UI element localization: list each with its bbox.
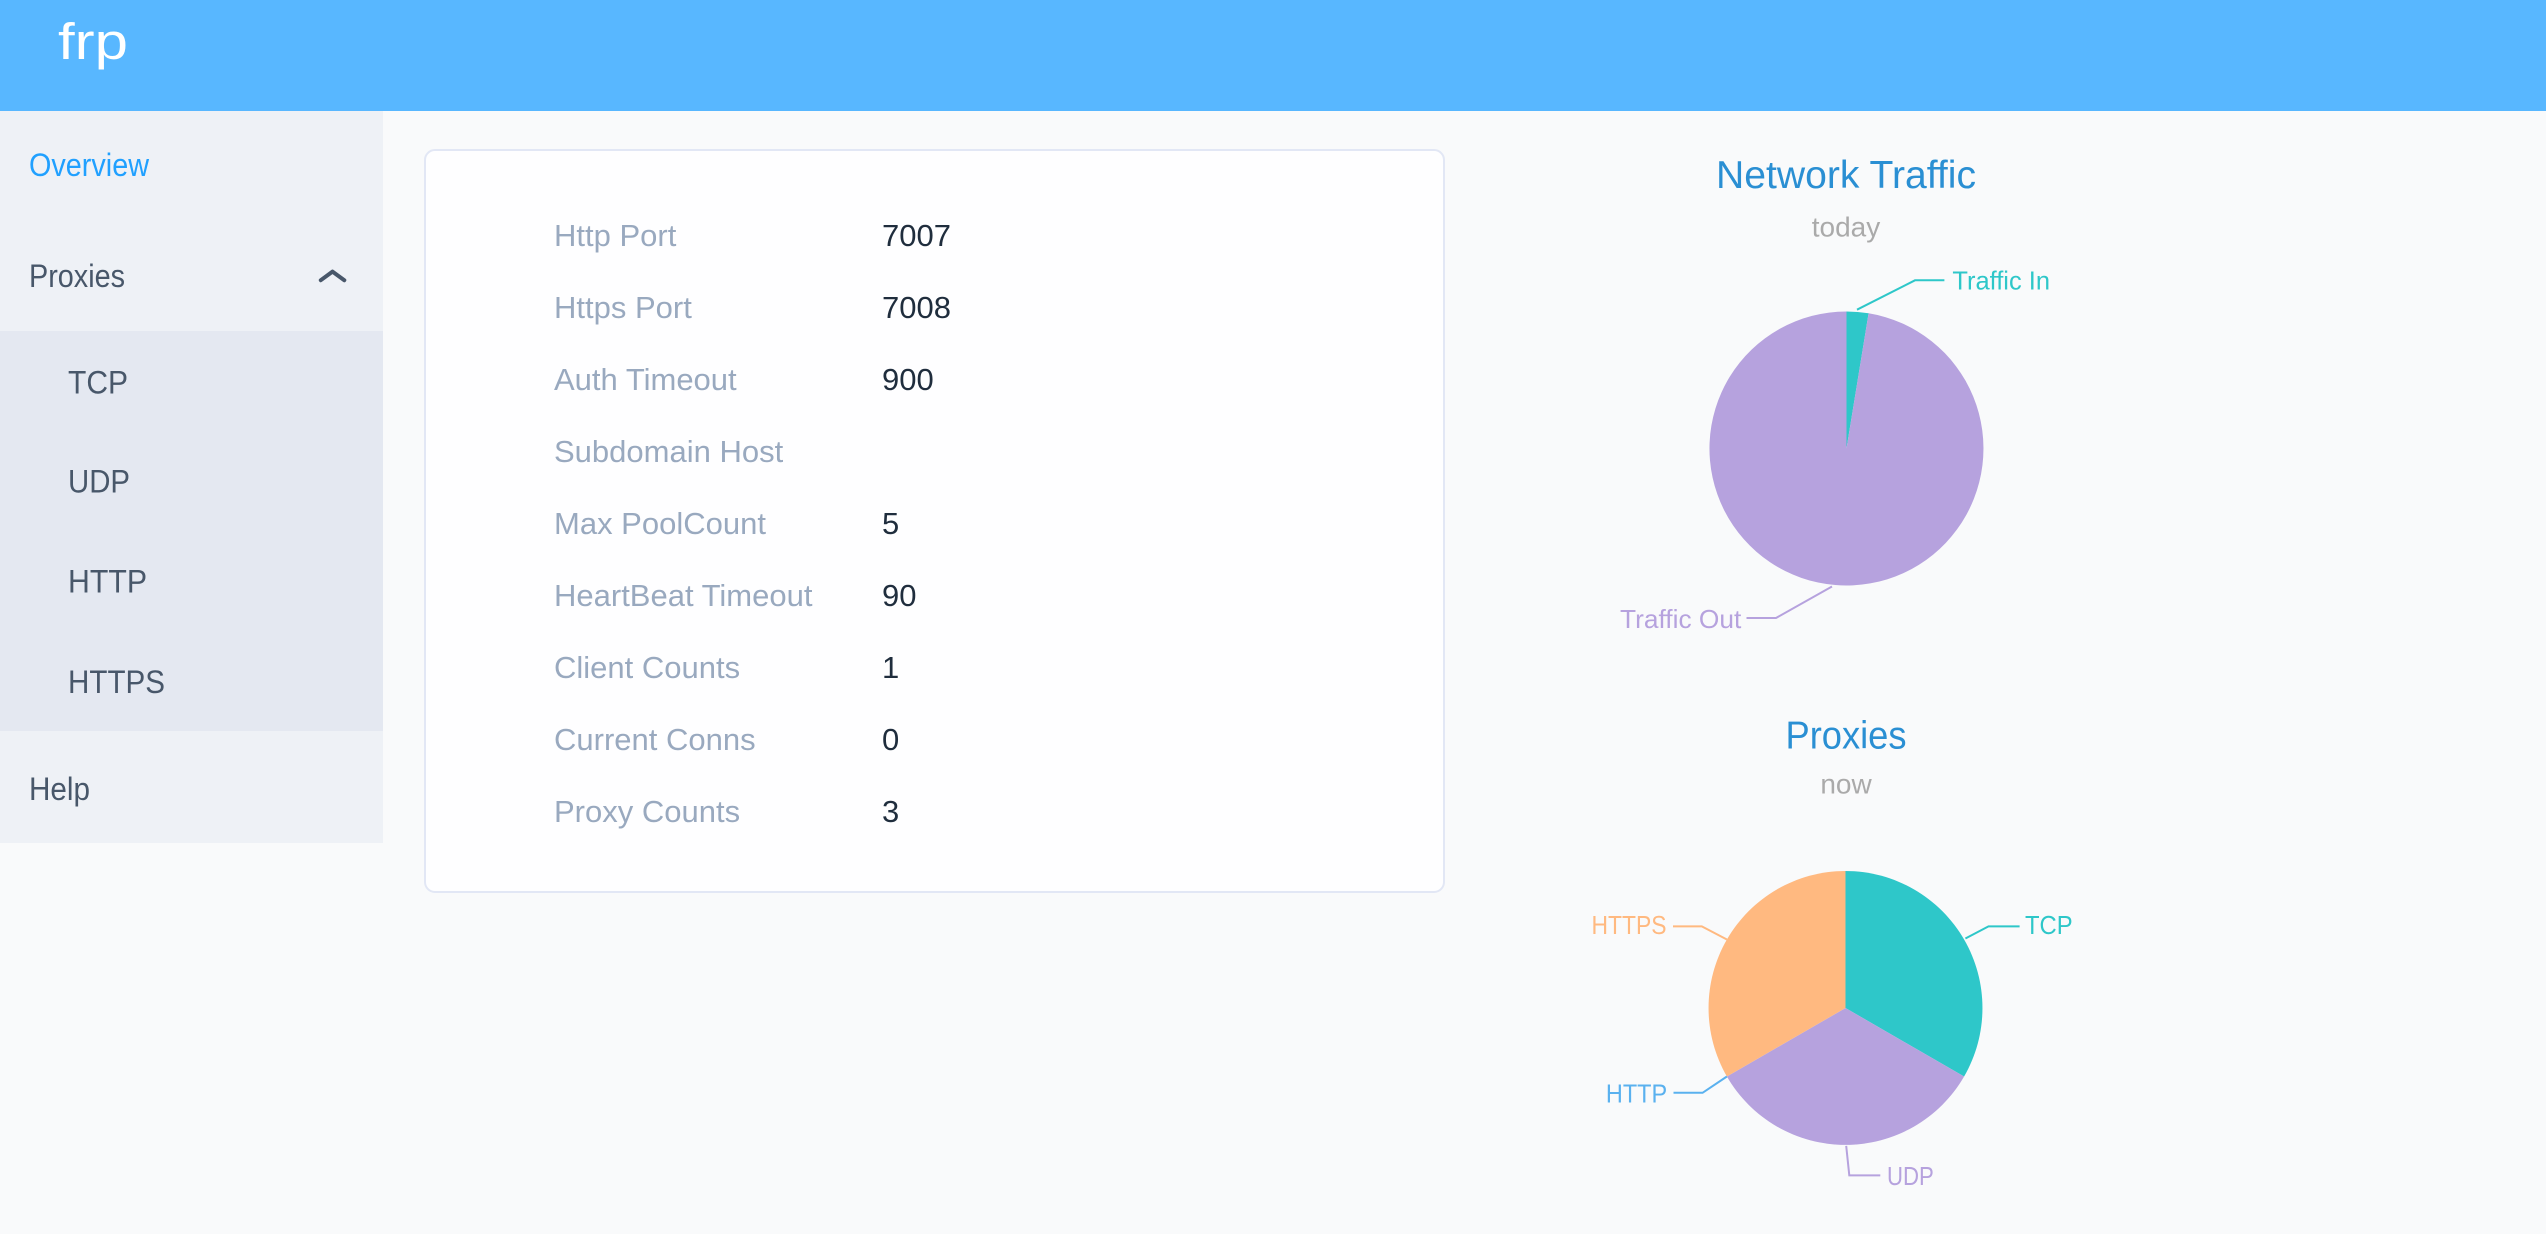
svg-text:3: 3 [882, 794, 899, 829]
svg-text:HTTPS: HTTPS [68, 664, 165, 700]
svg-text:7007: 7007 [882, 218, 951, 253]
svg-text:Max PoolCount: Max PoolCount [554, 506, 766, 541]
svg-text:now: now [1820, 769, 1872, 800]
svg-text:Proxies: Proxies [29, 258, 125, 294]
svg-text:90: 90 [882, 578, 916, 613]
svg-text:Proxy Counts: Proxy Counts [554, 794, 740, 829]
svg-text:HeartBeat Timeout: HeartBeat Timeout [554, 578, 813, 613]
svg-text:7008: 7008 [882, 290, 951, 325]
svg-text:Current Conns: Current Conns [554, 722, 756, 757]
svg-text:Subdomain Host: Subdomain Host [554, 434, 784, 469]
svg-text:Traffic Out: Traffic Out [1620, 604, 1742, 634]
svg-text:5: 5 [882, 506, 899, 541]
svg-text:1: 1 [882, 650, 899, 685]
svg-text:UDP: UDP [68, 463, 130, 499]
svg-text:Https Port: Https Port [554, 290, 692, 325]
svg-text:frp: frp [58, 13, 128, 70]
svg-text:HTTP: HTTP [1606, 1079, 1667, 1109]
svg-text:0: 0 [882, 722, 899, 757]
svg-text:Overview: Overview [29, 147, 150, 183]
svg-text:Client Counts: Client Counts [554, 650, 740, 685]
svg-text:TCP: TCP [2025, 910, 2073, 940]
svg-text:today: today [1812, 212, 1881, 243]
svg-text:TCP: TCP [68, 365, 128, 401]
svg-text:Http Port: Http Port [554, 218, 677, 253]
svg-text:Auth Timeout: Auth Timeout [554, 362, 737, 397]
svg-text:Network Traffic: Network Traffic [1716, 154, 1976, 197]
svg-text:Help: Help [29, 771, 90, 807]
svg-text:UDP: UDP [1887, 1161, 1934, 1191]
svg-text:HTTP: HTTP [68, 564, 147, 600]
svg-text:HTTPS: HTTPS [1592, 910, 1667, 940]
svg-text:Traffic In: Traffic In [1952, 266, 2050, 296]
svg-text:900: 900 [882, 362, 934, 397]
svg-text:Proxies: Proxies [1786, 714, 1907, 757]
